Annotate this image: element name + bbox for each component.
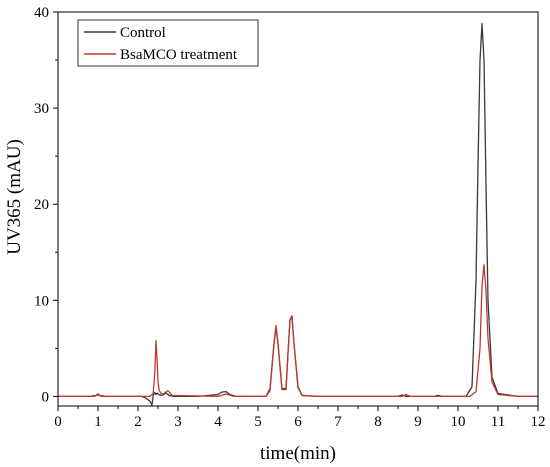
y-tick-label: 40 [34, 5, 49, 21]
y-tick-label: 0 [42, 389, 50, 405]
x-tick-label: 3 [174, 414, 182, 430]
x-tick-label: 10 [451, 414, 466, 430]
y-axis-title: UV365 (mAU) [4, 139, 25, 255]
plot-frame [57, 11, 539, 407]
x-tick-label: 11 [491, 414, 505, 430]
series-line-bsamco-treatment [58, 264, 538, 398]
legend-label-bsamco: BsaMCO treatment [120, 47, 238, 63]
x-tick-label: 12 [531, 414, 546, 430]
y-tick-label: 10 [34, 293, 49, 309]
x-tick-label: 2 [134, 414, 142, 430]
x-tick-label: 7 [334, 414, 342, 430]
y-tick-label: 30 [34, 101, 49, 117]
x-tick-label: 8 [374, 414, 382, 430]
x-tick-label: 0 [54, 414, 62, 430]
x-tick-label: 4 [214, 414, 222, 430]
x-tick-label: 1 [94, 414, 102, 430]
x-tick-label: 9 [414, 414, 422, 430]
x-tick-label: 5 [254, 414, 262, 430]
legend: Control BsaMCO treatment [77, 19, 259, 67]
y-tick-label: 20 [34, 197, 49, 213]
x-axis-title: time(min) [260, 443, 336, 464]
x-tick-label: 6 [294, 414, 302, 430]
legend-box [77, 19, 259, 67]
legend-label-control: Control [120, 25, 166, 41]
series-layer [58, 22, 538, 406]
series-line-control [58, 22, 538, 406]
ticks [53, 11, 539, 411]
